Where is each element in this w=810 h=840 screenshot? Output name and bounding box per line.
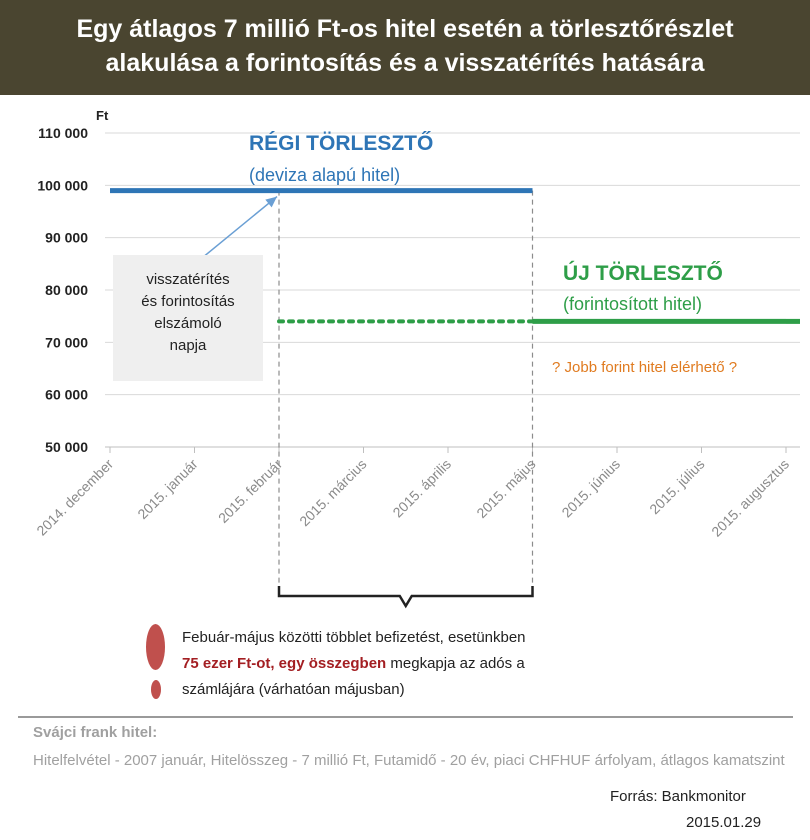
loan-info-title: Svájci frank hitel: (33, 724, 158, 741)
x-tick-label: 2015. július (646, 456, 707, 517)
date-markers (277, 190, 534, 609)
x-tick-label: 2015. június (558, 456, 623, 521)
y-tick-label: 90 000 (45, 230, 88, 246)
refund-note-line-2-rest: megkapja az adós a (386, 655, 525, 672)
better-forint-note: ? Jobb forint hitel elérhető ? (552, 359, 738, 376)
y-tick-label: 80 000 (45, 282, 88, 298)
refund-note: Febuár-május közötti többlet befizetést,… (182, 625, 526, 703)
y-tick-label: 60 000 (45, 387, 88, 403)
y-tick-label: 110 000 (38, 125, 88, 141)
source-label: Forrás: Bankmonitor (610, 788, 746, 805)
chart-header: Egy átlagos 7 millió Ft-os hitel esetén … (0, 0, 810, 95)
note-line: napja (169, 337, 207, 354)
note-line: és forintosítás (141, 293, 235, 310)
note-line: visszatérítés (146, 271, 230, 288)
bullet-dot-small (151, 680, 161, 699)
chart-canvas: 50 000 60 000 70 000 80 000 90 000 100 000 110… (33, 108, 800, 609)
y-axis-labels: 50 000 60 000 70 000 80 000 90 000 100 000 110… (37, 125, 88, 455)
x-tick-label: 2015. március (296, 456, 369, 529)
x-axis-labels: 2014. december 2015. január 2015. február 2… (33, 456, 792, 540)
old-series-subtitle: (deviza alapú hitel) (249, 165, 401, 185)
divider (18, 716, 793, 718)
header-line-2: alakulása a forintosítás és a visszatérí… (105, 49, 705, 77)
old-series-title: RÉGI TÖRLESZTŐ (249, 132, 434, 155)
settlement-date-note: visszatérítés és forintosítás elszámoló … (113, 255, 263, 381)
x-tick-label: 2015. május (473, 456, 538, 521)
x-tick-label: 2015. január (134, 456, 201, 523)
refund-note-line-2: 75 ezer Ft-ot, egy összegben megkapja az… (182, 651, 526, 677)
new-series-title: ÚJ TÖRLESZTŐ (563, 262, 723, 285)
arrow-head (265, 196, 277, 208)
date-label: 2015.01.29 (686, 814, 762, 831)
note-line: elszámoló (154, 315, 222, 332)
y-axis-unit: Ft (96, 108, 109, 123)
period-bracket (277, 586, 534, 609)
refund-amount: 75 ezer Ft-ot, egy összegben (182, 655, 387, 672)
x-tick-label: 2015. február (215, 456, 285, 526)
bullet-dot-large (146, 624, 165, 670)
y-tick-label: 70 000 (45, 334, 88, 350)
refund-note-line-3: számlájára (várhatóan májusban) (182, 681, 405, 698)
refund-note-line-1: Febuár-május közötti többlet befizetést,… (182, 629, 526, 646)
y-tick-label: 100 000 (37, 177, 88, 193)
x-tick-label: 2014. december (33, 456, 116, 539)
arrow-line (201, 195, 278, 259)
x-tick-label: 2015. április (389, 456, 454, 521)
y-tick-label: 50 000 (45, 439, 88, 455)
x-tick-label: 2015. augusztus (708, 456, 792, 540)
loan-info-body: Hitelfelvétel - 2007 január, Hitelösszeg… (33, 752, 785, 769)
new-series-subtitle: (forintosított hitel) (563, 294, 703, 314)
header-line-1: Egy átlagos 7 millió Ft-os hitel esetén … (76, 15, 734, 43)
annotations (201, 195, 278, 259)
series-lines (110, 188, 800, 324)
